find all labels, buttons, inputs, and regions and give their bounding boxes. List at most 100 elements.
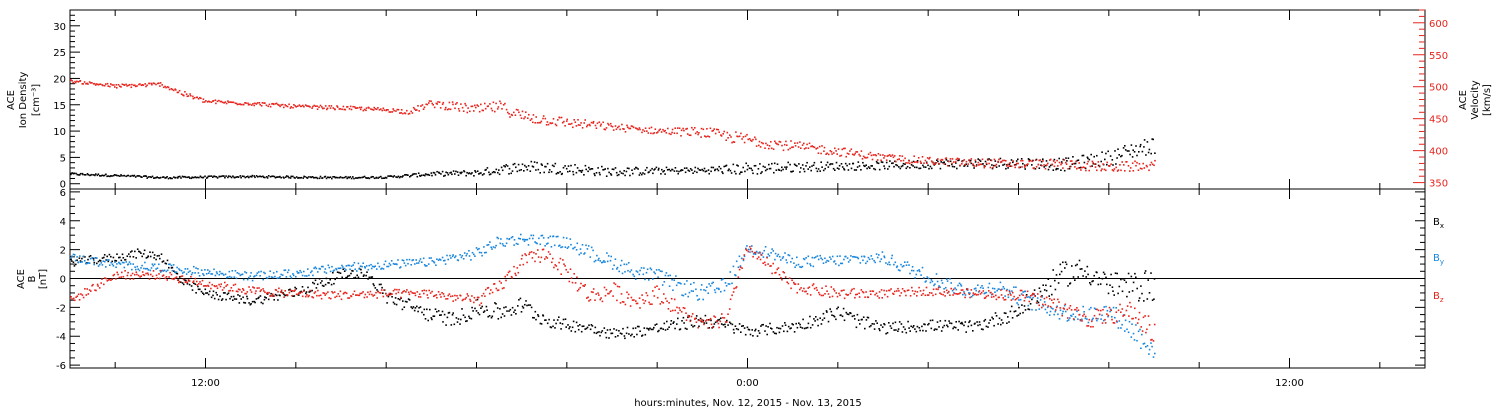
density-point-0 xyxy=(220,175,222,178)
b-field-point-Bz xyxy=(705,320,707,322)
velocity-point-0 xyxy=(113,84,115,86)
b-field-point-Bx xyxy=(378,283,381,286)
b-field-point-Bz xyxy=(690,315,693,318)
velocity-point-0 xyxy=(1078,162,1080,164)
density-point-0 xyxy=(455,170,457,173)
velocity-point-0 xyxy=(165,86,167,89)
velocity-point-0 xyxy=(489,103,491,105)
b-field-point-Bz xyxy=(1074,308,1076,311)
b-field-point-By xyxy=(1122,314,1125,316)
b-field-point-By xyxy=(1058,318,1061,320)
velocity-point-0 xyxy=(743,141,746,144)
b-field-point-Bz xyxy=(376,297,378,299)
b-field-point-Bx xyxy=(1097,283,1100,286)
b-field-point-Bz xyxy=(412,292,415,294)
b-field-point-Bz xyxy=(301,295,304,298)
b-field-point-By xyxy=(211,273,214,275)
b-field-point-By xyxy=(274,275,276,278)
b-field-point-Bz xyxy=(702,321,704,323)
velocity-point-0 xyxy=(566,118,568,121)
velocity-point-0 xyxy=(74,80,76,83)
b-field-point-Bx xyxy=(272,295,274,297)
b-field-point-Bz xyxy=(832,288,835,290)
b-field-point-By xyxy=(707,292,709,294)
b-field-point-By xyxy=(643,267,645,269)
b-field-point-Bz xyxy=(385,293,387,295)
velocity-point-0 xyxy=(1008,165,1010,167)
density-point-0 xyxy=(229,175,232,178)
density-point-0 xyxy=(825,164,828,166)
b-field-point-Bz xyxy=(1121,308,1124,310)
velocity-point-0 xyxy=(115,84,118,86)
b-field-point-Bz xyxy=(1087,325,1090,327)
b-field-point-By xyxy=(343,267,346,270)
b-field-point-Bx xyxy=(96,262,98,265)
density-point-0 xyxy=(247,175,249,178)
velocity-tick-label: 450 xyxy=(1429,115,1448,126)
b-field-point-By xyxy=(902,265,905,267)
b-field-point-Bx xyxy=(676,323,678,325)
density-point-0 xyxy=(1010,159,1013,161)
velocity-point-0 xyxy=(555,124,558,127)
b-field-point-Bz xyxy=(913,293,916,295)
b-tick-label: 0 xyxy=(60,275,66,286)
b-field-point-Bz xyxy=(1102,308,1104,311)
velocity-point-0 xyxy=(692,128,695,131)
density-point-0 xyxy=(943,161,945,163)
b-field-point-Bz xyxy=(215,285,218,287)
b-field-point-Bx xyxy=(321,280,323,282)
b-field-point-Bx xyxy=(829,308,831,310)
velocity-point-0 xyxy=(334,108,336,111)
density-point-0 xyxy=(155,176,158,179)
velocity-point-0 xyxy=(848,153,850,155)
velocity-point-0 xyxy=(1131,162,1134,164)
b-field-point-By xyxy=(916,270,919,272)
b-field-point-By xyxy=(924,281,927,283)
density-point-0 xyxy=(71,172,73,174)
b-field-point-By xyxy=(724,282,727,284)
b-field-point-Bx xyxy=(766,333,768,336)
b-field-point-Bz xyxy=(537,249,539,251)
density-point-0 xyxy=(273,175,276,178)
density-point-0 xyxy=(254,176,256,179)
b-field-point-By xyxy=(905,264,908,266)
b-field-point-Bz xyxy=(1141,330,1144,332)
velocity-point-0 xyxy=(899,155,901,157)
velocity-point-0 xyxy=(144,83,146,85)
b-field-point-By xyxy=(276,270,278,273)
velocity-point-0 xyxy=(471,105,474,108)
b-field-point-Bx xyxy=(889,325,892,327)
b-field-point-By xyxy=(419,258,422,260)
velocity-point-0 xyxy=(1074,166,1076,168)
b-field-point-Bx xyxy=(775,332,777,335)
b-field-point-Bx xyxy=(1107,292,1110,295)
density-point-0 xyxy=(778,169,781,171)
velocity-point-0 xyxy=(94,84,97,86)
b-field-point-Bx xyxy=(909,330,911,332)
velocity-point-0 xyxy=(187,95,190,97)
b-field-point-Bz xyxy=(601,300,604,303)
b-field-point-By xyxy=(627,262,630,264)
b-field-point-By xyxy=(258,271,260,273)
b-field-point-Bz xyxy=(1069,305,1072,307)
b-field-point-Bx xyxy=(251,300,254,303)
b-field-point-Bz xyxy=(735,286,738,288)
b-label-line2: B xyxy=(27,275,38,282)
b-field-point-Bx xyxy=(670,320,673,322)
b-field-point-Bz xyxy=(782,271,784,273)
b-field-point-Bz xyxy=(347,297,349,299)
velocity-point-0 xyxy=(1043,164,1045,166)
b-field-point-Bz xyxy=(115,278,117,280)
b-field-point-By xyxy=(242,278,245,281)
b-field-point-Bx xyxy=(984,318,987,321)
b-field-point-By xyxy=(672,289,674,291)
b-field-point-By xyxy=(979,286,982,289)
b-field-point-Bz xyxy=(425,289,428,292)
b-field-point-Bz xyxy=(371,293,373,296)
b-field-point-Bx xyxy=(841,315,844,318)
b-field-point-Bx xyxy=(1031,298,1033,301)
velocity-point-0 xyxy=(76,80,78,83)
velocity-point-0 xyxy=(955,158,958,161)
velocity-point-0 xyxy=(821,145,823,147)
b-field-point-Bz xyxy=(500,282,502,284)
